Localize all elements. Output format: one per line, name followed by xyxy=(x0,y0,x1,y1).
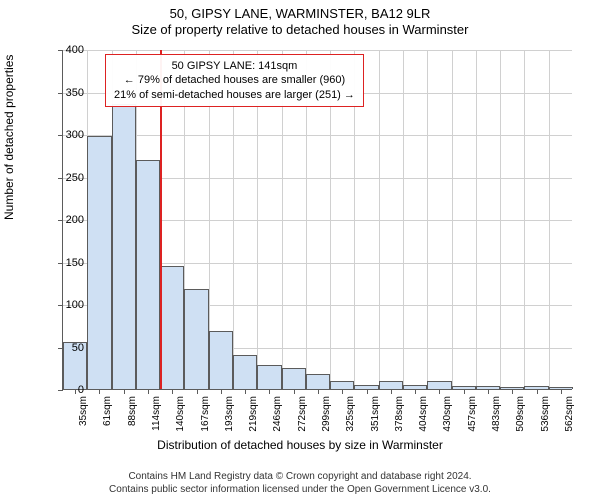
histogram-bar xyxy=(87,136,111,389)
xtick-label: 430sqm xyxy=(442,396,453,432)
xtick-mark xyxy=(537,389,538,394)
xtick-label: 246sqm xyxy=(272,396,283,432)
annotation-line1: 50 GIPSY LANE: 141sqm xyxy=(114,59,355,73)
histogram-bar xyxy=(160,266,184,389)
title-block: 50, GIPSY LANE, WARMINSTER, BA12 9LR Siz… xyxy=(0,0,600,39)
ytick-label: 350 xyxy=(44,87,84,99)
gridline-v xyxy=(427,50,428,389)
y-axis-label: Number of detached properties xyxy=(2,55,16,220)
xtick-label: 272sqm xyxy=(297,396,308,432)
xtick-label: 378sqm xyxy=(394,396,405,432)
title-subtitle: Size of property relative to detached ho… xyxy=(0,22,600,38)
annotation-line3: 21% of semi-detached houses are larger (… xyxy=(114,88,355,102)
gridline-h xyxy=(63,50,572,51)
xtick-mark xyxy=(124,389,125,394)
footer-line2: Contains public sector information licen… xyxy=(0,483,600,496)
xtick-mark xyxy=(245,389,246,394)
xtick-label: 35sqm xyxy=(78,396,89,426)
histogram-bar xyxy=(379,381,403,390)
histogram-bar xyxy=(257,365,281,389)
ytick-label: 150 xyxy=(44,257,84,269)
ytick-label: 100 xyxy=(44,299,84,311)
annotation-box: 50 GIPSY LANE: 141sqm← 79% of detached h… xyxy=(105,54,364,107)
xtick-label: 167sqm xyxy=(200,396,211,432)
xtick-label: 114sqm xyxy=(151,396,162,431)
histogram-bar xyxy=(233,355,257,389)
xtick-mark xyxy=(318,389,319,394)
gridline-v xyxy=(379,50,380,389)
gridline-v xyxy=(500,50,501,389)
xtick-label: 483sqm xyxy=(491,396,502,432)
xtick-label: 193sqm xyxy=(224,396,235,432)
xtick-mark xyxy=(269,389,270,394)
annotation-line2: ← 79% of detached houses are smaller (96… xyxy=(114,73,355,87)
xtick-label: 536sqm xyxy=(540,396,551,432)
gridline-v xyxy=(549,50,550,389)
xtick-mark xyxy=(148,389,149,394)
footer-line1: Contains HM Land Registry data © Crown c… xyxy=(0,470,600,483)
xtick-mark xyxy=(342,389,343,394)
xtick-mark xyxy=(415,389,416,394)
histogram-bar xyxy=(209,331,233,389)
xtick-mark xyxy=(561,389,562,394)
xtick-mark xyxy=(172,389,173,394)
ytick-label: 50 xyxy=(44,342,84,354)
histogram-bar xyxy=(306,374,330,389)
ytick-label: 250 xyxy=(44,172,84,184)
xtick-label: 562sqm xyxy=(564,396,575,432)
histogram-bar xyxy=(112,104,136,389)
ytick-label: 400 xyxy=(44,44,84,56)
xtick-mark xyxy=(439,389,440,394)
gridline-h xyxy=(63,135,572,136)
xtick-label: 457sqm xyxy=(467,396,478,432)
xtick-mark xyxy=(464,389,465,394)
xtick-mark xyxy=(367,389,368,394)
histogram-bar xyxy=(330,381,354,390)
xtick-label: 509sqm xyxy=(515,396,526,432)
x-axis-label: Distribution of detached houses by size … xyxy=(0,438,600,452)
xtick-mark xyxy=(512,389,513,394)
xtick-mark xyxy=(197,389,198,394)
histogram-bar xyxy=(184,289,208,389)
ytick-label: 300 xyxy=(44,129,84,141)
xtick-label: 140sqm xyxy=(175,396,186,432)
xtick-label: 88sqm xyxy=(127,396,138,426)
xtick-label: 219sqm xyxy=(248,396,259,432)
xtick-label: 61sqm xyxy=(102,396,113,426)
xtick-label: 299sqm xyxy=(321,396,332,432)
ytick-label: 200 xyxy=(44,214,84,226)
chart-container: 50, GIPSY LANE, WARMINSTER, BA12 9LR Siz… xyxy=(0,0,600,500)
xtick-label: 351sqm xyxy=(370,396,381,432)
xtick-mark xyxy=(99,389,100,394)
histogram-bar xyxy=(136,160,160,390)
xtick-mark xyxy=(294,389,295,394)
histogram-bar xyxy=(282,368,306,389)
ytick-label: 0 xyxy=(44,384,84,396)
histogram-bar xyxy=(427,381,451,390)
xtick-label: 404sqm xyxy=(418,396,429,432)
footer-attribution: Contains HM Land Registry data © Crown c… xyxy=(0,470,600,496)
xtick-label: 325sqm xyxy=(345,396,356,432)
gridline-v xyxy=(524,50,525,389)
gridline-v xyxy=(403,50,404,389)
xtick-mark xyxy=(391,389,392,394)
xtick-mark xyxy=(488,389,489,394)
gridline-v xyxy=(452,50,453,389)
gridline-v xyxy=(476,50,477,389)
xtick-mark xyxy=(221,389,222,394)
title-address: 50, GIPSY LANE, WARMINSTER, BA12 9LR xyxy=(0,6,600,22)
